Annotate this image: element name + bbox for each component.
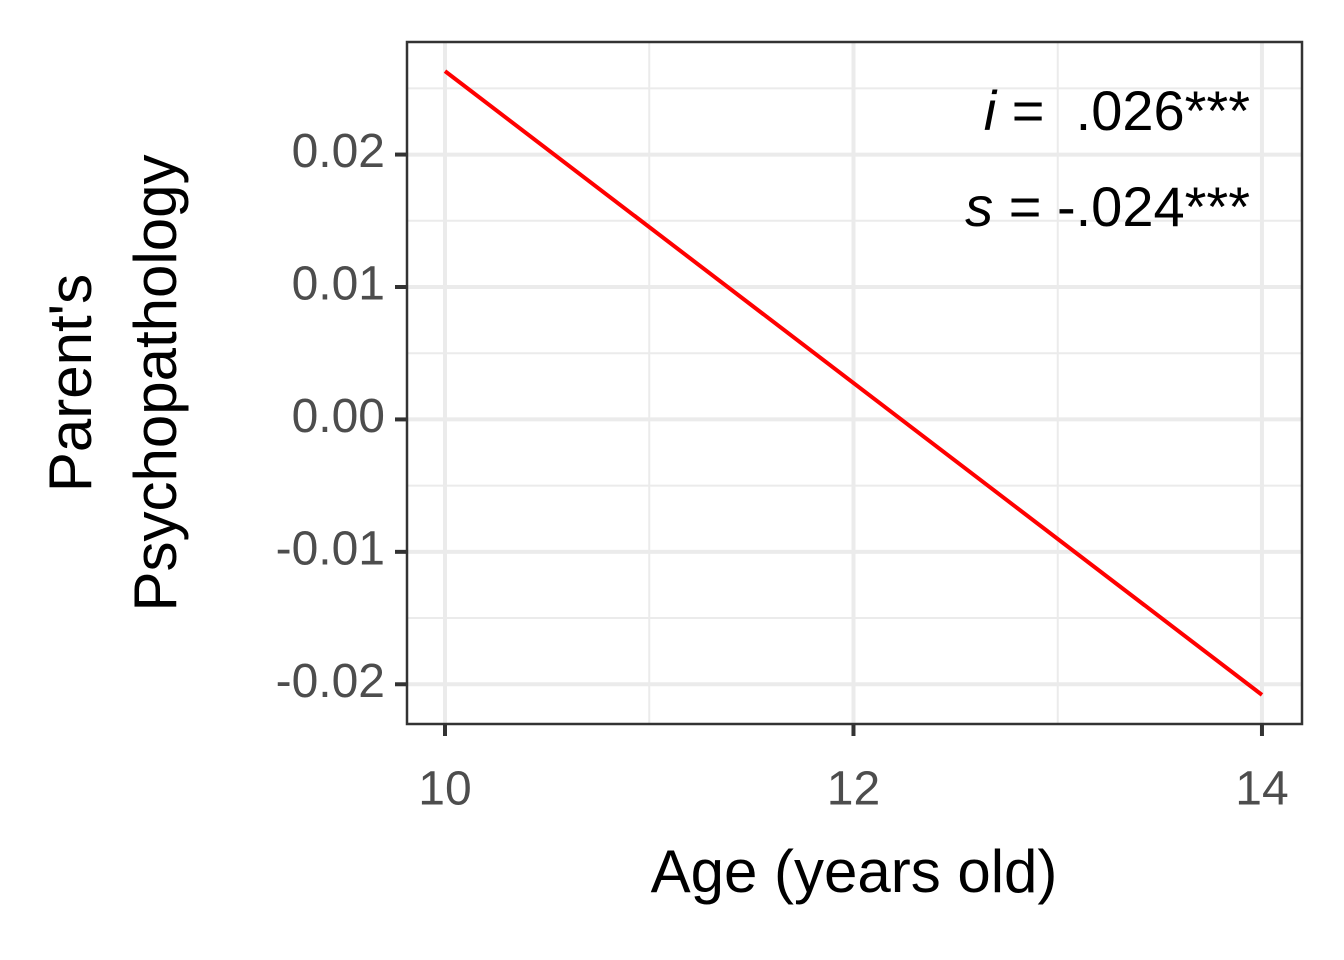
y-tick-label: 0.02 (292, 125, 385, 178)
y-tick-label: 0.00 (292, 390, 385, 443)
x-tick-label: 14 (1235, 763, 1288, 816)
annotation: i = .026*** (984, 79, 1250, 142)
x-tick-label: 12 (827, 763, 880, 816)
line (443, 69, 1264, 697)
y-axis-title-line: Parent's (37, 274, 104, 492)
annotation: s = -.024*** (965, 175, 1250, 238)
annotation-text: = -.024*** (993, 175, 1250, 238)
y-axis-title-line: Psychopathology (122, 155, 189, 612)
annotation-symbol: s (965, 175, 993, 238)
y-tick-label: -0.02 (276, 655, 385, 708)
y-tick-label: -0.01 (276, 523, 385, 576)
annotation-symbol: i (984, 79, 998, 142)
annotation-text: = .026*** (996, 79, 1250, 142)
y-tick-label: 0.01 (292, 258, 385, 311)
x-tick-label: 10 (418, 763, 471, 816)
panel-border (405, 40, 1304, 726)
x-axis-title: Age (years old) (651, 838, 1058, 905)
